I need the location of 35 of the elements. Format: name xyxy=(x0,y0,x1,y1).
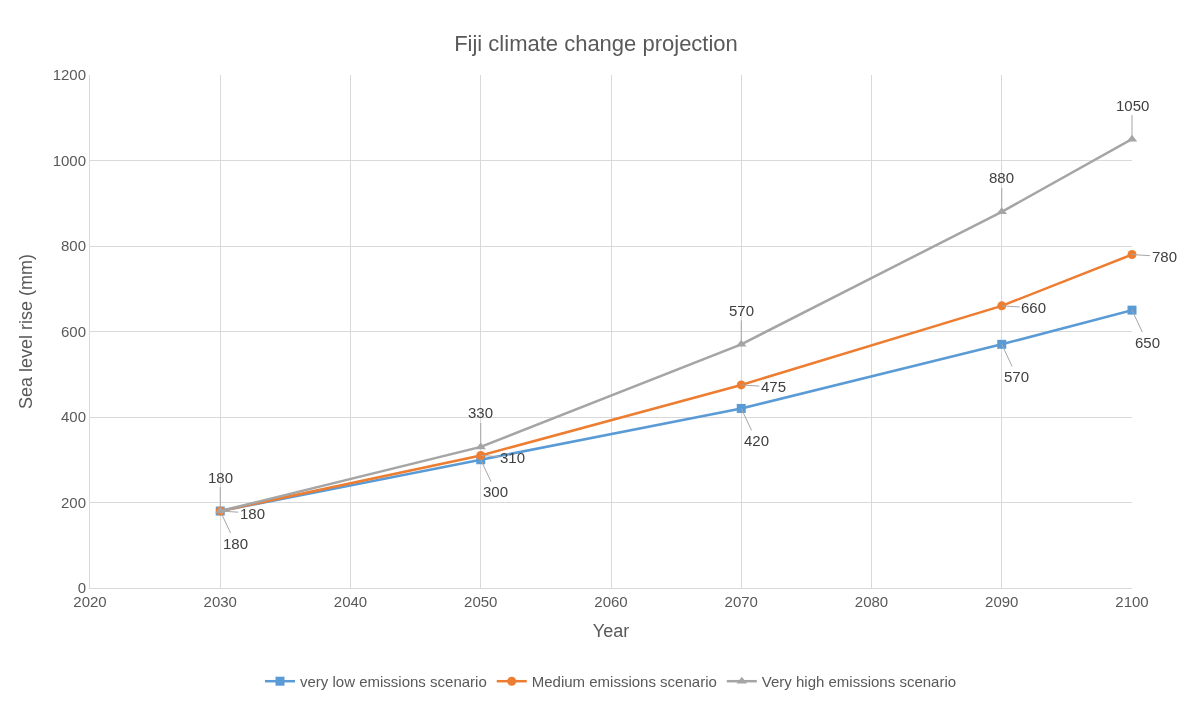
y-tick-label: 800 xyxy=(60,237,86,255)
data-label: 180 xyxy=(223,535,249,552)
x-tick-label: 2050 xyxy=(464,593,498,610)
x-tick-label: 2040 xyxy=(333,593,368,610)
data-label: 180 xyxy=(240,505,266,522)
chart-title: Fiji climate change projection xyxy=(454,30,738,56)
x-tick-label: 2070 xyxy=(724,593,758,610)
data-label: 780 xyxy=(1152,248,1178,265)
y-axis-title: Sea level rise (mm) xyxy=(15,253,36,410)
data-label: 650 xyxy=(1135,334,1161,351)
data-label: 570 xyxy=(729,302,755,319)
data-label: 880 xyxy=(989,169,1015,186)
legend-label: Very high emissions scenario xyxy=(761,673,957,691)
data-label: 420 xyxy=(744,432,770,449)
data-label: 1050 xyxy=(1116,97,1150,114)
y-tick-label: 200 xyxy=(60,493,86,511)
y-tick-label: 1000 xyxy=(52,151,86,169)
data-label: 310 xyxy=(500,449,526,466)
data-label: 570 xyxy=(1004,368,1030,385)
x-axis-title: Year xyxy=(592,621,630,642)
legend-label: very low emissions scenario xyxy=(300,673,487,691)
data-label: 330 xyxy=(468,404,494,421)
data-label: 180 xyxy=(208,469,234,486)
legend-label: Medium emissions scenario xyxy=(531,673,717,691)
y-tick-label: 600 xyxy=(60,322,86,340)
data-label: 660 xyxy=(1021,299,1047,316)
x-tick-label: 2030 xyxy=(203,593,237,610)
y-tick-label: 1200 xyxy=(52,66,86,84)
x-tick-label: 2090 xyxy=(985,593,1019,610)
data-label: 475 xyxy=(761,378,787,395)
x-tick-label: 2060 xyxy=(594,593,628,610)
data-label: 300 xyxy=(483,483,509,500)
x-tick-label: 2080 xyxy=(854,593,889,610)
x-tick-label: 2100 xyxy=(1115,593,1149,610)
y-tick-label: 400 xyxy=(60,408,86,426)
